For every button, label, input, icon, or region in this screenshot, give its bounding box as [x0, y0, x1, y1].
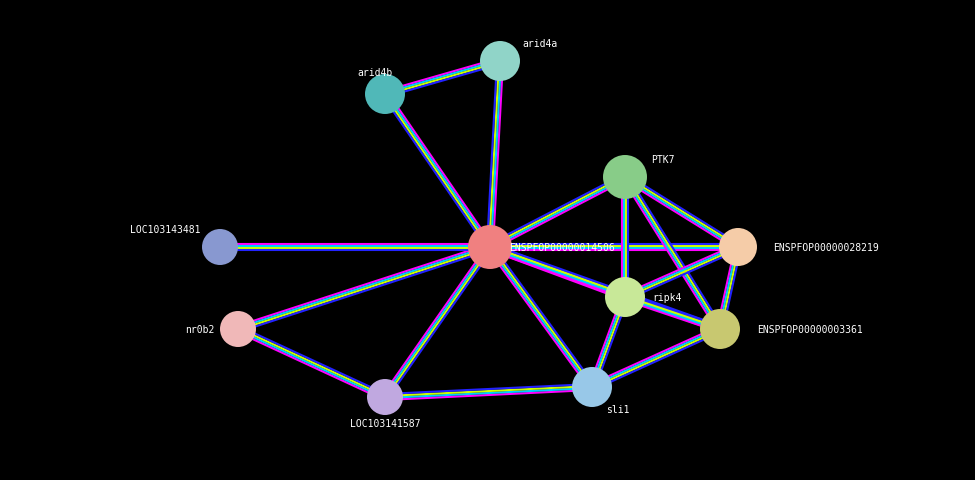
Circle shape: [603, 156, 647, 200]
Circle shape: [719, 228, 757, 266]
Circle shape: [480, 42, 520, 82]
Text: LOC103141587: LOC103141587: [350, 418, 420, 428]
Circle shape: [468, 226, 512, 269]
Text: ENSPFOP00000014506: ENSPFOP00000014506: [509, 242, 615, 252]
Text: arid4b: arid4b: [358, 68, 393, 78]
Text: sli1: sli1: [606, 404, 630, 414]
Text: arid4a: arid4a: [523, 39, 558, 49]
Text: ripk4: ripk4: [652, 292, 682, 302]
Circle shape: [202, 229, 238, 265]
Text: ENSPFOP00000028219: ENSPFOP00000028219: [773, 242, 878, 252]
Circle shape: [220, 312, 256, 347]
Circle shape: [572, 367, 612, 407]
Text: ENSPFOP00000003361: ENSPFOP00000003361: [758, 324, 863, 334]
Circle shape: [365, 75, 405, 115]
Circle shape: [700, 309, 740, 349]
Text: PTK7: PTK7: [651, 155, 675, 165]
Circle shape: [367, 379, 403, 415]
Text: LOC103143481: LOC103143481: [130, 225, 200, 235]
Circle shape: [605, 277, 645, 317]
Text: nr0b2: nr0b2: [185, 324, 214, 334]
